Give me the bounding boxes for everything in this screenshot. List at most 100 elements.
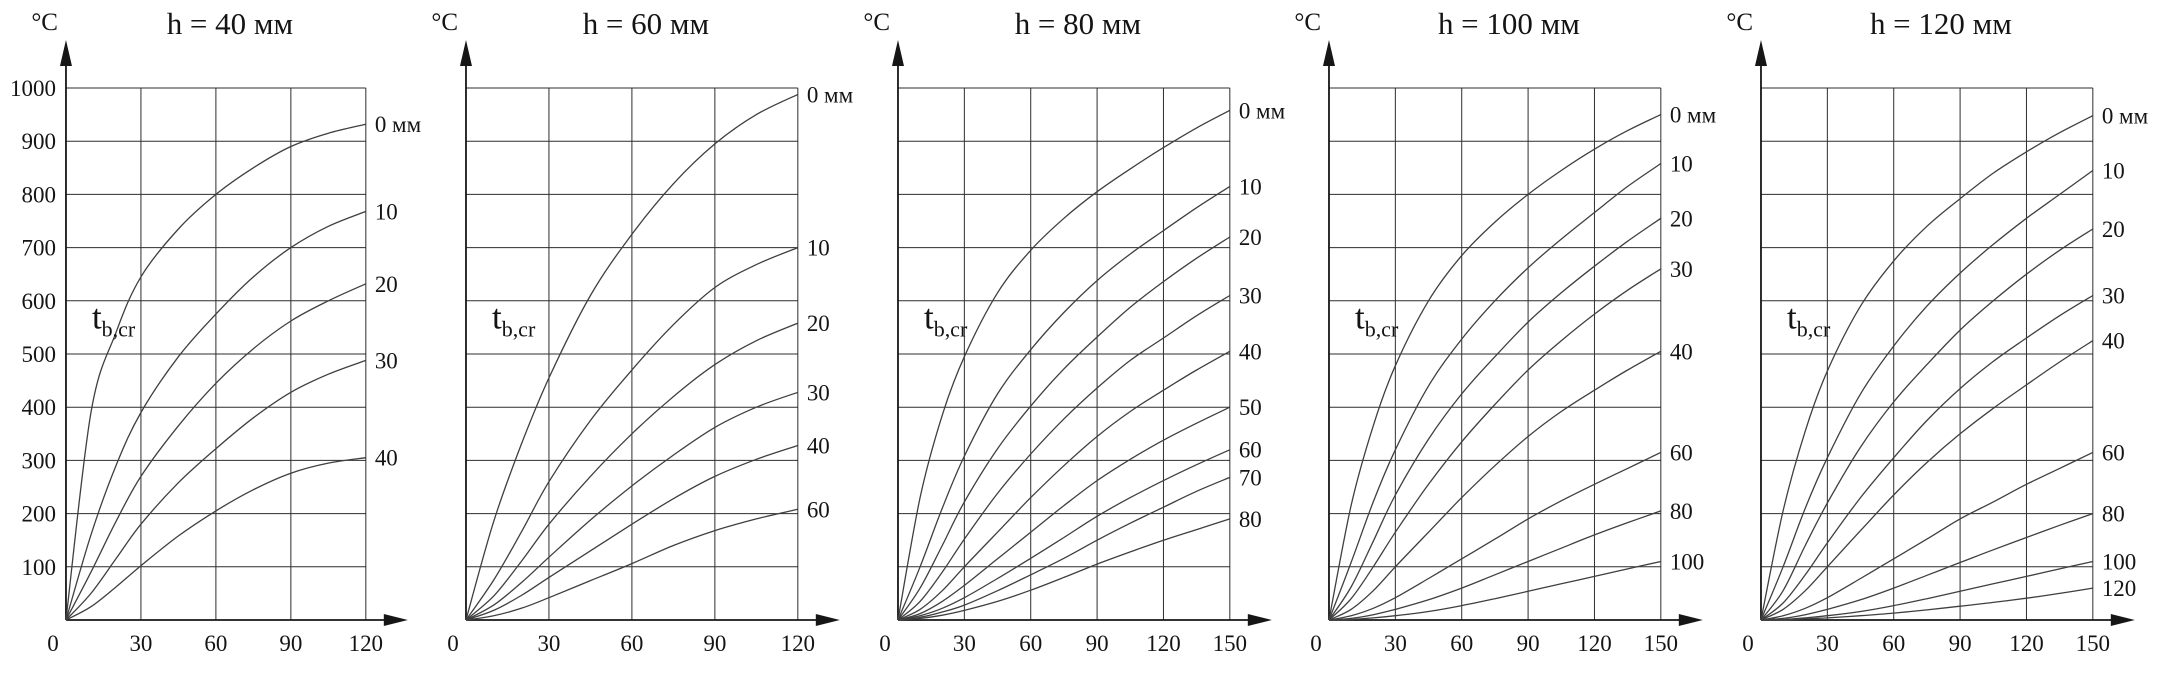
chart-title: h = 120 мм xyxy=(1870,6,2012,41)
series-curve-2 xyxy=(1328,217,1662,621)
grid xyxy=(465,87,799,620)
y-axis-unit: °C xyxy=(864,9,890,36)
x-axis-arrow-icon xyxy=(815,614,840,626)
y-tick-label: 500 xyxy=(21,342,55,367)
series-label: 60 xyxy=(2102,440,2125,465)
inner-label: tb,cr xyxy=(1355,297,1399,341)
y-tick-label: 200 xyxy=(21,502,55,527)
series-label: 10 xyxy=(2102,158,2125,183)
series-label: 60 xyxy=(807,497,830,522)
x-tick-label: 150 xyxy=(1212,631,1246,656)
x-tick-label: 0 xyxy=(47,631,58,656)
series-curve-4 xyxy=(1760,340,2094,621)
series-curve-0 xyxy=(896,109,1230,621)
series-label: 30 xyxy=(2102,283,2125,308)
series-curve-5 xyxy=(1329,451,1662,621)
series-curve-4 xyxy=(1329,350,1662,621)
chart-title: h = 80 мм xyxy=(1014,6,1140,41)
chart-h60: h = 60 мм °C 0 30 60 90 120 0 мм 10 20 30 40 60 tb,cr xyxy=(432,6,853,656)
series-label: 40 xyxy=(807,433,830,458)
series-curve-6 xyxy=(1329,510,1662,621)
y-axis-arrow-icon xyxy=(891,40,904,66)
x-tick-label: 60 xyxy=(1019,631,1042,656)
grid xyxy=(65,87,367,620)
series-label: 20 xyxy=(1670,206,1693,231)
series-label: 10 xyxy=(375,199,398,224)
chart-panel-h80: h = 80 мм °C 0 30 60 90 120 150 0 мм 10 20 30 40 50 60… xyxy=(864,0,1296,673)
x-axis-arrow-icon xyxy=(1679,614,1704,626)
y-axis-unit: °C xyxy=(1727,9,1753,36)
chart-h100: h = 100 мм °C 0 30 60 90 120 150 0 мм 10 20 30 40 60 8… xyxy=(1295,6,1716,656)
x-tick-label: 120 xyxy=(1146,631,1180,656)
y-tick-label: 1000 xyxy=(10,76,56,101)
series-label: 60 xyxy=(1238,438,1261,463)
y-tick-label: 100 xyxy=(21,555,55,580)
series-curve-1 xyxy=(1760,169,2094,621)
series-curve-4 xyxy=(897,350,1230,621)
x-tick-label: 120 xyxy=(780,631,814,656)
series-label: 20 xyxy=(807,311,830,336)
x-tick-label: 0 xyxy=(1742,631,1753,656)
series-label: 0 мм xyxy=(1670,103,1716,128)
y-tick-label: 800 xyxy=(21,182,55,207)
chart-h40: h = 40 мм°C10020030040050060070080090010… xyxy=(10,6,421,656)
series-curve-5 xyxy=(465,508,798,621)
series-curve-0 xyxy=(65,123,366,621)
series-curve-2 xyxy=(897,236,1230,621)
series-curve-7 xyxy=(897,476,1230,621)
series-label: 10 xyxy=(1238,174,1261,199)
x-tick-label: 150 xyxy=(2076,631,2110,656)
y-tick-label: 900 xyxy=(21,129,55,154)
x-axis-arrow-icon xyxy=(2111,614,2135,626)
series-curve-1 xyxy=(896,185,1230,621)
x-tick-label: 0 xyxy=(447,631,458,656)
series-label: 20 xyxy=(1238,225,1261,250)
series-curve-6 xyxy=(1761,512,2094,621)
x-tick-label: 60 xyxy=(1451,631,1474,656)
series-curve-3 xyxy=(897,294,1230,621)
y-axis-unit: °C xyxy=(31,9,58,36)
x-axis-arrow-icon xyxy=(383,614,408,626)
series-label: 30 xyxy=(375,348,398,373)
y-axis-unit: °C xyxy=(1295,9,1321,36)
series-curve-0 xyxy=(1328,114,1662,621)
x-tick-label: 30 xyxy=(129,631,152,656)
series-label: 30 xyxy=(1238,283,1261,308)
x-tick-label: 60 xyxy=(1882,631,1905,656)
axes xyxy=(459,40,840,626)
chart-h80: h = 80 мм °C 0 30 60 90 120 150 0 мм 10 20 30 40 50 60… xyxy=(864,6,1285,656)
y-tick-label: 300 xyxy=(21,448,55,473)
chart-panel-h120: h = 120 мм °C 0 30 60 90 120 150 0 мм 10 20 30 40 60 8… xyxy=(1727,0,2159,673)
chart-panel-h100: h = 100 мм °C 0 30 60 90 120 150 0 мм 10 20 30 40 60 8… xyxy=(1295,0,1727,673)
series-curve-3 xyxy=(465,391,798,621)
series-label: 40 xyxy=(375,446,398,471)
y-axis-arrow-icon xyxy=(59,40,72,66)
series-curve-0 xyxy=(465,93,798,621)
series-curve-1 xyxy=(1328,162,1662,621)
series-label: 0 мм xyxy=(807,82,853,107)
series-curve-4 xyxy=(465,444,798,621)
series-curve-7 xyxy=(1761,560,2094,621)
series-label: 100 xyxy=(2102,549,2136,574)
x-tick-label: 120 xyxy=(1578,631,1612,656)
x-tick-label: 0 xyxy=(879,631,890,656)
axes xyxy=(1755,40,2135,626)
series-curve-8 xyxy=(897,518,1230,621)
series-label: 0 мм xyxy=(2102,104,2148,129)
x-tick-label: 120 xyxy=(2009,631,2043,656)
inner-label: tb,cr xyxy=(492,297,536,341)
axes xyxy=(1323,40,1704,626)
chart-panel-h40: h = 40 мм °C 100 200 300 400 500 600 700 800 900 10… xyxy=(0,0,432,673)
chart-title: h = 60 мм xyxy=(583,6,709,41)
x-tick-label: 90 xyxy=(1517,631,1540,656)
x-tick-label: 0 xyxy=(1311,631,1322,656)
x-tick-label: 150 xyxy=(1644,631,1678,656)
series-curve-3 xyxy=(1760,294,2094,621)
series-curve-2 xyxy=(65,283,367,621)
series-label: 40 xyxy=(1670,339,1693,364)
series-label: 30 xyxy=(807,380,830,405)
series-curve-8 xyxy=(1761,587,2094,621)
y-tick-label: 400 xyxy=(21,395,55,420)
series-label: 0 мм xyxy=(1238,98,1284,123)
series-label: 80 xyxy=(1238,507,1261,532)
